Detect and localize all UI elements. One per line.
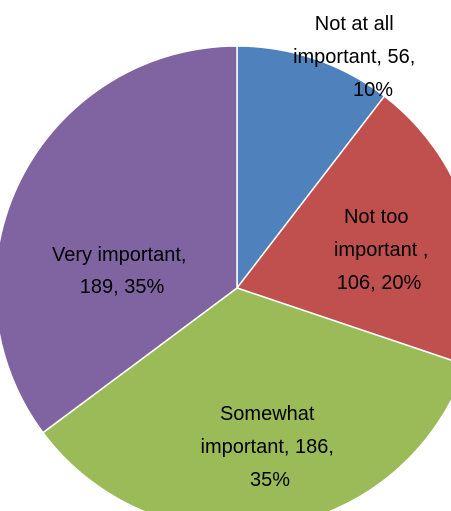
pie-slice-not-at-all-important [236, 45, 386, 291]
pie-data-labels: Not at all important, 56, 10% Not too im… [52, 13, 434, 491]
data-label-not-at-all-important: Not at all important, 56, 10% [293, 13, 421, 101]
pie-slice-somewhat-important [41, 287, 451, 511]
data-label-not-too-important: Not too important , 106, 20% [334, 206, 434, 294]
data-label-very-important: Very important, 189, 35% [52, 244, 192, 298]
data-label-somewhat-important: Somewhat important, 186, 35% [201, 403, 340, 491]
pie-slice-not-too-important [235, 95, 451, 361]
pie-slice-very-important [0, 45, 238, 434]
pie-slices [0, 45, 451, 511]
